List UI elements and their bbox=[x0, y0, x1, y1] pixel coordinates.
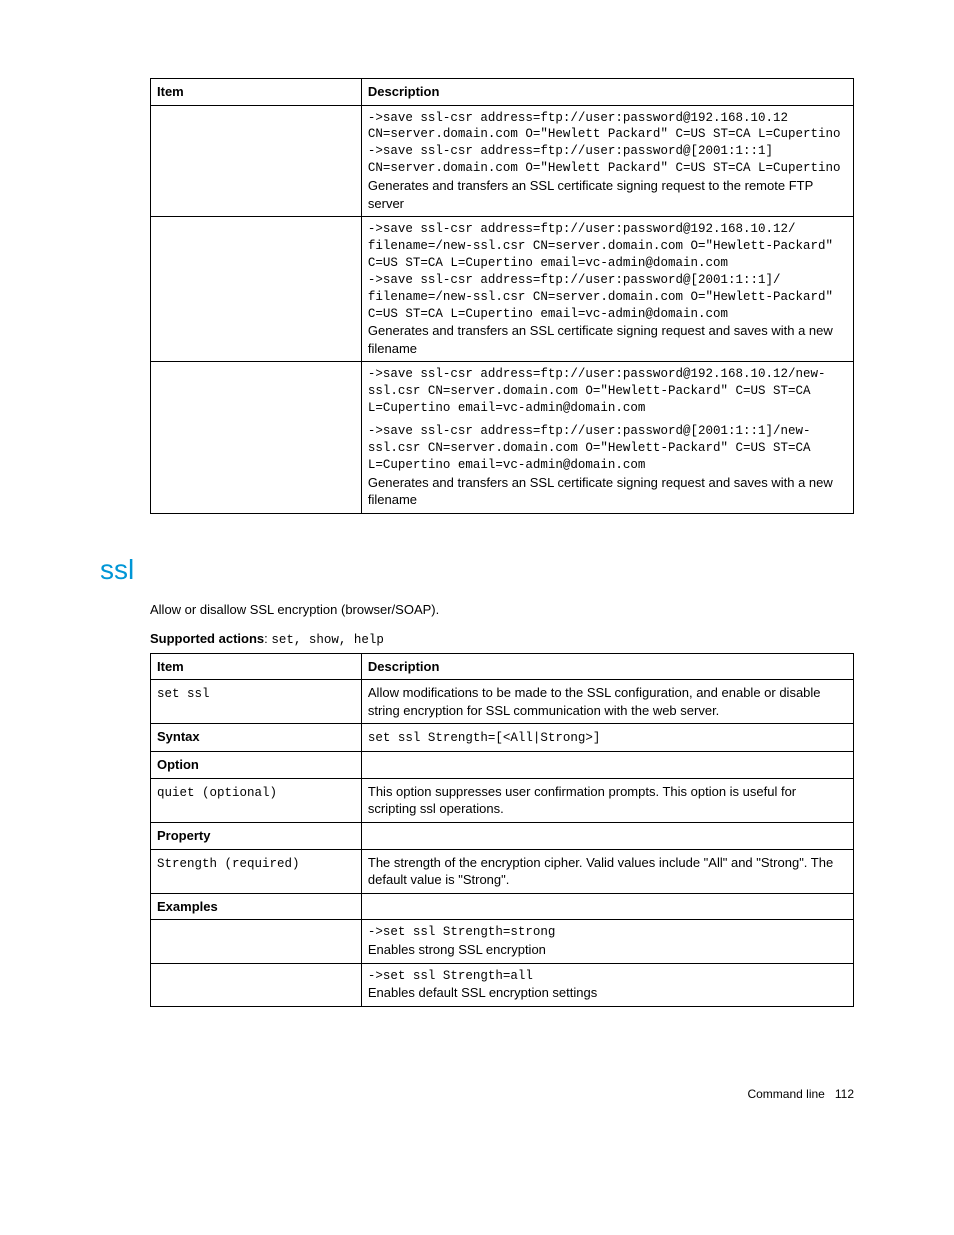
table-row: ->save ssl-csr address=ftp://user:passwo… bbox=[151, 105, 854, 217]
table-row: Option bbox=[151, 752, 854, 779]
item-label: Option bbox=[157, 757, 199, 772]
section-intro: Allow or disallow SSL encryption (browse… bbox=[150, 602, 854, 617]
description-text: Generates and transfers an SSL certifica… bbox=[368, 474, 847, 509]
item-desc: set ssl Strength=[<All|Strong>] bbox=[368, 731, 601, 745]
code-example: ->save ssl-csr address=ftp://user:passwo… bbox=[368, 221, 847, 272]
item-label: Property bbox=[157, 828, 210, 843]
table-row: quiet (optional) This option suppresses … bbox=[151, 778, 854, 822]
description-text: Generates and transfers an SSL certifica… bbox=[368, 322, 847, 357]
supported-values: set, show, help bbox=[271, 633, 384, 647]
header-desc: Description bbox=[361, 79, 853, 106]
section-heading-ssl: ssl bbox=[100, 554, 854, 586]
table-row: Examples bbox=[151, 893, 854, 920]
header-desc: Description bbox=[361, 653, 853, 680]
item-desc: This option suppresses user confirmation… bbox=[361, 778, 853, 822]
table-row: ->set ssl Strength=strong Enables strong… bbox=[151, 920, 854, 963]
item-desc: The strength of the encryption cipher. V… bbox=[361, 849, 853, 893]
table-ssl-csr: Item Description ->save ssl-csr address=… bbox=[150, 78, 854, 514]
item-desc bbox=[361, 822, 853, 849]
table-row: ->save ssl-csr address=ftp://user:passwo… bbox=[151, 362, 854, 513]
table-row: Strength (required) The strength of the … bbox=[151, 849, 854, 893]
table-row: ->set ssl Strength=all Enables default S… bbox=[151, 963, 854, 1006]
item-label: set ssl bbox=[157, 687, 210, 701]
table-row: ->save ssl-csr address=ftp://user:passwo… bbox=[151, 217, 854, 362]
code-example: ->save ssl-csr address=ftp://user:passwo… bbox=[368, 272, 847, 323]
supported-actions: Supported actions: set, show, help bbox=[150, 631, 854, 647]
code-example: ->save ssl-csr address=ftp://user:passwo… bbox=[368, 366, 847, 417]
header-item: Item bbox=[151, 653, 362, 680]
code-example: ->set ssl Strength=strong bbox=[368, 924, 847, 941]
header-item: Item bbox=[151, 79, 362, 106]
description-text: Generates and transfers an SSL certifica… bbox=[368, 177, 847, 212]
code-example: ->set ssl Strength=all bbox=[368, 968, 847, 985]
footer-label: Command line bbox=[747, 1087, 824, 1101]
item-label: Examples bbox=[157, 899, 218, 914]
description-text: Enables strong SSL encryption bbox=[368, 941, 847, 959]
table-row: Syntax set ssl Strength=[<All|Strong>] bbox=[151, 724, 854, 752]
table-row: set ssl Allow modifications to be made t… bbox=[151, 680, 854, 724]
item-desc bbox=[361, 893, 853, 920]
item-desc: Allow modifications to be made to the SS… bbox=[361, 680, 853, 724]
code-example: ->save ssl-csr address=ftp://user:passwo… bbox=[368, 143, 847, 177]
supported-label: Supported actions bbox=[150, 631, 264, 646]
item-label: Syntax bbox=[157, 729, 200, 744]
item-label: Strength (required) bbox=[157, 857, 300, 871]
page-number: 112 bbox=[835, 1087, 854, 1101]
item-label: quiet (optional) bbox=[157, 786, 277, 800]
table-ssl: Item Description set ssl Allow modificat… bbox=[150, 653, 854, 1007]
table-row: Property bbox=[151, 822, 854, 849]
description-text: Enables default SSL encryption settings bbox=[368, 984, 847, 1002]
item-desc bbox=[361, 752, 853, 779]
code-example: ->save ssl-csr address=ftp://user:passwo… bbox=[368, 423, 847, 474]
code-example: ->save ssl-csr address=ftp://user:passwo… bbox=[368, 110, 847, 144]
page-footer: Command line 112 bbox=[100, 1087, 854, 1101]
